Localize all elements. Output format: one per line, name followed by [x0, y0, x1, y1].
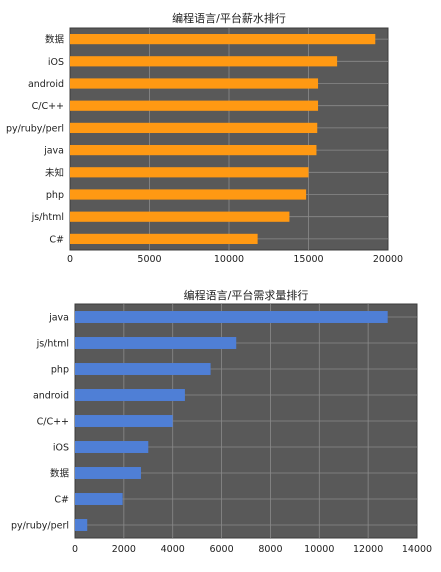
bar [70, 100, 319, 111]
x-tick-label: 14000 [402, 544, 432, 555]
bar [70, 167, 309, 178]
x-tick-label: 20000 [373, 254, 403, 265]
category-label: C# [49, 234, 64, 245]
bar [75, 441, 149, 453]
chart-title: 编程语言/平台需求量排行 [184, 288, 309, 302]
x-tick-label: 15000 [293, 254, 323, 265]
chart-1: 编程语言/平台薪水排行 0 5000 10000 15000 20000 数据 iOS andr… [6, 11, 403, 265]
bar [70, 211, 290, 222]
bar [75, 311, 388, 323]
category-label: C/C++ [32, 101, 64, 112]
bar [75, 415, 173, 427]
category-label: iOS [53, 443, 69, 454]
chart-2: 编程语言/平台需求量排行 0 2000 4000 6000 8000 10000 12000 1… [11, 288, 432, 555]
bar [70, 189, 307, 200]
x-tick-label: 0 [67, 254, 73, 265]
x-tick-label: 0 [72, 544, 78, 555]
category-label: js/html [36, 339, 69, 350]
bar [75, 337, 237, 349]
category-label: 数据 [45, 34, 65, 46]
x-tick-label: 12000 [353, 544, 383, 555]
bar [75, 519, 88, 531]
bar [70, 122, 318, 134]
category-label: java [43, 146, 64, 157]
category-label: php [51, 365, 69, 376]
category-label: C# [54, 495, 69, 506]
category-label: iOS [48, 57, 64, 68]
category-label: 未知 [45, 167, 64, 179]
category-label: C/C++ [37, 417, 69, 428]
x-tick-label: 4000 [161, 544, 185, 555]
bar [75, 363, 211, 375]
x-tick-label: 2000 [112, 544, 136, 555]
category-label: py/ruby/perl [11, 521, 69, 532]
bar [70, 144, 317, 156]
bar [75, 493, 123, 505]
x-tick-label: 8000 [258, 544, 282, 555]
category-label: py/ruby/perl [6, 123, 64, 134]
chart-title: 编程语言/平台薪水排行 [172, 11, 286, 25]
x-tick-label: 10000 [304, 544, 334, 555]
x-tick-label: 10000 [214, 254, 244, 265]
bar [70, 33, 376, 45]
category-label: android [28, 79, 64, 90]
bar [75, 467, 141, 479]
bar [70, 233, 258, 245]
x-tick-label: 5000 [137, 254, 161, 265]
category-label: php [46, 190, 64, 201]
bar [70, 56, 338, 67]
category-label: js/html [31, 212, 64, 223]
bar [75, 389, 185, 401]
bar [70, 78, 319, 89]
category-label: android [33, 391, 69, 402]
category-label: 数据 [50, 468, 70, 480]
x-tick-label: 6000 [209, 544, 233, 555]
category-label: java [48, 313, 69, 324]
